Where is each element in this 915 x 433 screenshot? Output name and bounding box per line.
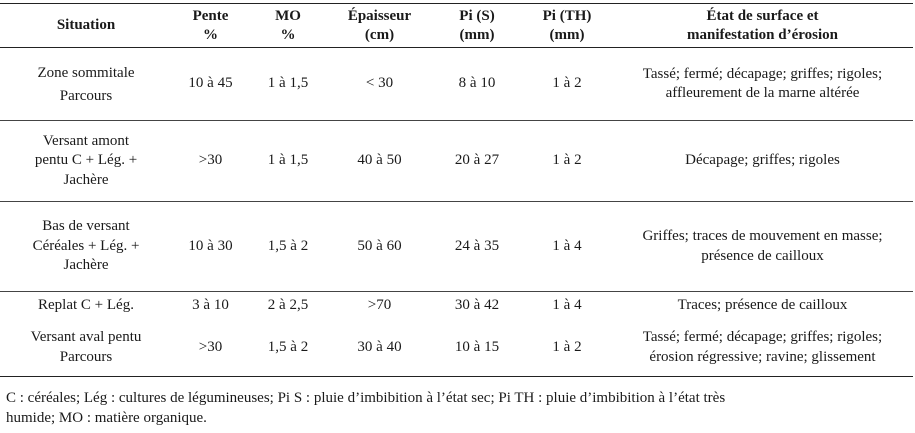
table-row: Bas de versant Céréales + Lég. + Jachère 1… <box>0 202 913 292</box>
erosion-table: Situation Pente% MO% Épaisseur (cm) Pi (S… <box>0 3 913 377</box>
cell-epaisseur: 30 à 40 <box>357 339 402 355</box>
cell-epaisseur: 40 à 50 <box>357 152 402 169</box>
cell-pi-th: 1 à 2 <box>552 75 582 92</box>
header-epaisseur: Épaisseur (cm) <box>327 4 432 48</box>
situation-line1: Bas de versant <box>42 218 130 235</box>
situation-line1: Versant aval pentu <box>30 329 142 346</box>
cell-pi-s: 30 à 42 <box>454 297 500 313</box>
cell-pente: >30 <box>198 339 223 355</box>
header-epaisseur-line1: Épaisseur <box>347 7 412 24</box>
etat-line1: Griffes; traces de mouvement en masse; <box>642 228 883 244</box>
table-row: Zone sommitale Parcours 10 à 45 1 à 1,5 <… <box>0 48 913 121</box>
cell-pi-th: 1 à 4 <box>552 297 582 313</box>
cell-pi-s: 8 à 10 <box>458 75 496 92</box>
cell-situation: Bas de versant Céréales + Lég. + Jachère <box>0 202 172 292</box>
header-epaisseur-line2: (cm) <box>364 26 395 43</box>
cell-epaisseur: >70 <box>367 297 392 313</box>
header-pi-s-line1: Pi (S) <box>459 7 495 24</box>
header-situation-label: Situation <box>56 17 116 33</box>
cell-mo: 1,5 à 2 <box>267 339 309 355</box>
etat-line2: présence de cailloux <box>701 247 824 264</box>
cell-pi-s: 10 à 15 <box>454 339 500 355</box>
header-pi-s: Pi (S) (mm) <box>432 4 522 48</box>
etat-line1: Traces; présence de cailloux <box>677 297 848 313</box>
cell-pente: 3 à 10 <box>192 297 229 313</box>
cell-pi-s: 20 à 27 <box>454 152 500 169</box>
cell-pente: 10 à 45 <box>188 75 233 92</box>
table-row: Versant aval pentu Parcours >30 1,5 à 2 3… <box>0 320 913 377</box>
header-pi-th-line2: (mm) <box>549 26 585 43</box>
etat-line1: Tassé; fermé; décapage; griffes; rigoles… <box>642 65 883 82</box>
cell-pi-th: 1 à 2 <box>552 339 582 355</box>
etat-line2: affleurement de la marne altérée <box>665 85 860 101</box>
table-footnote: C : céréales; Lég : cultures de légumine… <box>6 388 896 428</box>
situation-line1: Replat C + Lég. <box>38 297 134 313</box>
situation-line2: Céréales + Lég. + <box>32 237 140 254</box>
cell-mo: 1,5 à 2 <box>267 237 309 254</box>
header-mo-line2: % <box>280 26 296 43</box>
situation-line3: Jachère <box>63 257 109 274</box>
header-situation: Situation <box>0 4 172 48</box>
header-etat-line1: État de surface et <box>706 7 819 24</box>
cell-pente: 10 à 30 <box>188 237 233 254</box>
cell-etat: Griffes; traces de mouvement en masse; pr… <box>612 202 913 292</box>
cell-mo: 1 à 1,5 <box>267 75 309 92</box>
cell-pi-th: 1 à 4 <box>552 237 582 254</box>
footnote-line2: humide; MO : matière organique. <box>6 410 207 426</box>
etat-line2: érosion régressive; ravine; glissement <box>649 348 876 365</box>
cell-situation: Zone sommitale Parcours <box>0 48 172 121</box>
situation-line2: Parcours <box>59 348 113 365</box>
header-pi-s-line2: (mm) <box>459 26 495 43</box>
situation-line2: pentu C + Lég. + <box>34 152 138 169</box>
cell-etat: Traces; présence de cailloux <box>612 292 913 320</box>
header-pente: Pente% <box>172 4 249 48</box>
situation-line1: Zone sommitale <box>37 64 135 81</box>
cell-pente: >30 <box>198 152 223 169</box>
cell-mo: 2 à 2,5 <box>267 297 309 313</box>
situation-line1: Versant amont <box>42 132 130 149</box>
header-row: Situation Pente% MO% Épaisseur (cm) Pi (S… <box>0 4 913 48</box>
table-row: Replat C + Lég. 3 à 10 2 à 2,5 >70 30 à … <box>0 292 913 320</box>
header-pi-th-line1: Pi (TH) <box>542 7 592 24</box>
cell-epaisseur: < 30 <box>365 75 394 92</box>
cell-mo: 1 à 1,5 <box>267 152 309 169</box>
header-mo-line1: MO <box>275 7 301 24</box>
cell-etat: Décapage; griffes; rigoles <box>612 121 913 202</box>
situation-line2: Parcours <box>59 88 113 104</box>
etat-line1: Tassé; fermé; décapage; griffes; rigoles… <box>642 329 883 346</box>
cell-situation: Replat C + Lég. <box>0 292 172 320</box>
header-etat-line2: manifestation d’érosion <box>687 26 838 43</box>
cell-epaisseur: 50 à 60 <box>357 237 402 254</box>
cell-etat: Tassé; fermé; décapage; griffes; rigoles… <box>612 320 913 377</box>
cell-situation: Versant amont pentu C + Lég. + Jachère <box>0 121 172 202</box>
header-pi-th: Pi (TH) (mm) <box>522 4 612 48</box>
footnote-line1: C : céréales; Lég : cultures de légumine… <box>6 390 726 406</box>
cell-etat: Tassé; fermé; décapage; griffes; rigoles… <box>612 48 913 121</box>
table-row: Versant amont pentu C + Lég. + Jachère >30… <box>0 121 913 202</box>
cell-pi-s: 24 à 35 <box>454 237 500 254</box>
header-mo: MO% <box>249 4 327 48</box>
header-pente-line1: Pente <box>192 7 229 24</box>
header-pente-line2: % <box>203 26 218 43</box>
cell-situation: Versant aval pentu Parcours <box>0 320 172 377</box>
situation-line3: Jachère <box>63 171 109 188</box>
etat-line1: Décapage; griffes; rigoles <box>685 152 840 169</box>
header-etat: État de surface et manifestation d’érosio… <box>612 4 913 48</box>
cell-pi-th: 1 à 2 <box>552 152 582 169</box>
